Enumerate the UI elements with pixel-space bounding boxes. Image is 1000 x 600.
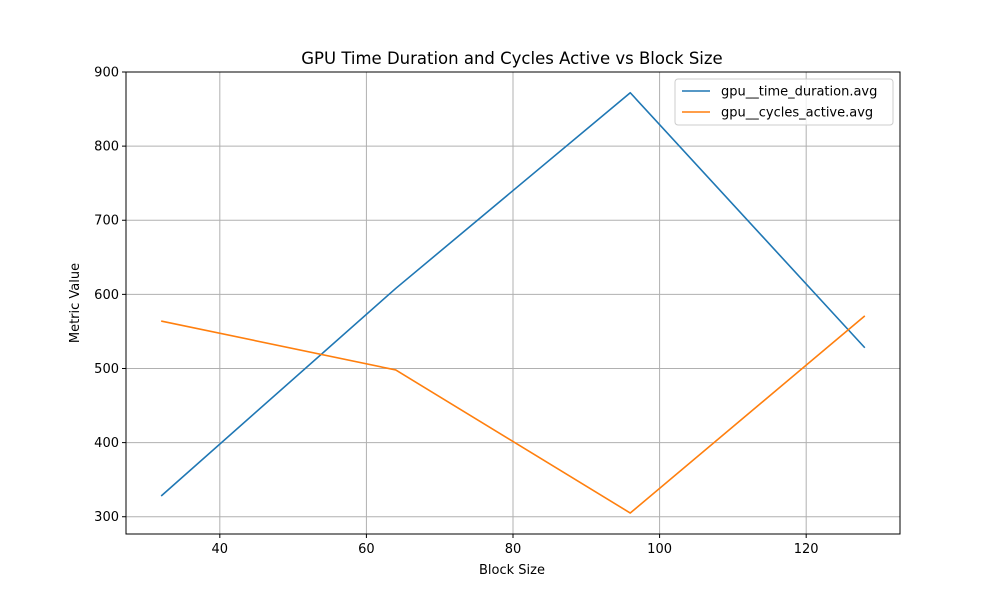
y-tick-label: 800 — [94, 140, 119, 155]
legend: gpu__time_duration.avg gpu__cycles_active… — [674, 78, 894, 126]
x-tick-label: 60 — [358, 542, 375, 557]
chart-title: GPU Time Duration and Cycles Active vs B… — [301, 49, 722, 68]
y-tick-label: 500 — [94, 362, 119, 377]
series-line — [161, 315, 866, 514]
legend-label: gpu__time_duration.avg — [721, 85, 877, 100]
series-line — [160, 91, 866, 497]
y-tick-label: 900 — [94, 66, 119, 81]
grid-lines — [126, 71, 900, 534]
y-tick-label: 300 — [94, 510, 119, 525]
x-axis-ticks: 40 60 80 100 120 — [212, 534, 819, 557]
x-tick-label: 40 — [212, 542, 229, 557]
legend-box — [674, 78, 894, 126]
series-lines — [160, 91, 866, 514]
x-axis-label: Block Size — [479, 563, 545, 578]
x-tick-label: 100 — [647, 542, 672, 557]
y-tick-label: 400 — [94, 436, 119, 451]
y-tick-label: 600 — [94, 288, 119, 303]
x-tick-label: 120 — [794, 542, 819, 557]
legend-label: gpu__cycles_active.avg — [721, 106, 873, 121]
x-tick-label: 80 — [505, 542, 522, 557]
y-axis-label: Metric Value — [68, 263, 83, 343]
y-axis-ticks: 300 400 500 600 700 800 900 — [94, 66, 126, 525]
y-tick-label: 700 — [94, 214, 119, 229]
